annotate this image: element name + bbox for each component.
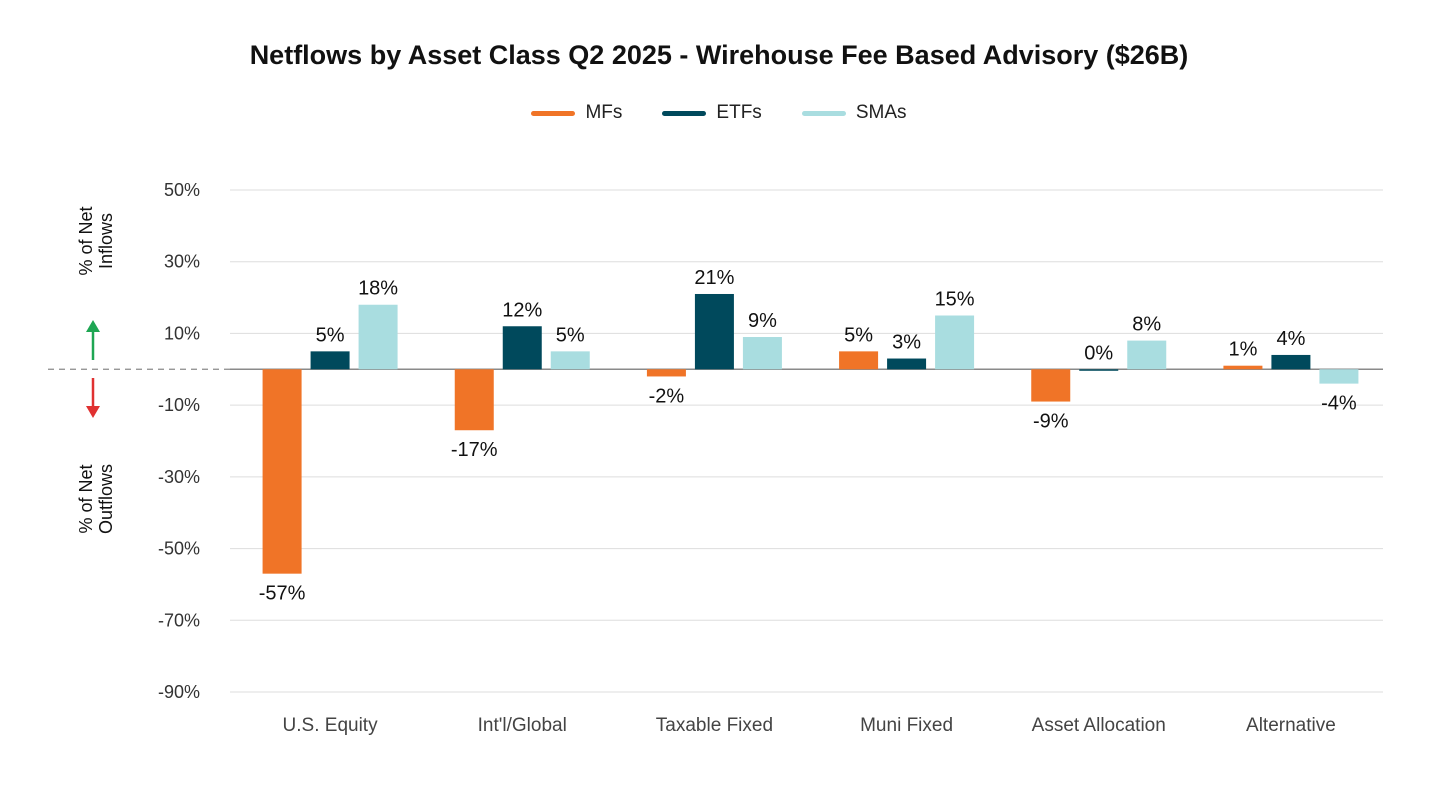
legend-label: ETFs (716, 102, 762, 123)
outflows-axis-label-line: Outflows (96, 464, 116, 534)
bar-mfs-1 (454, 369, 494, 431)
x-category-label: Taxable Fixed (656, 715, 773, 736)
outflows-axis-label-line: % of Net (76, 464, 96, 533)
inflow-arrow-icon (86, 320, 100, 332)
bar-etfs-2 (694, 293, 734, 370)
bar-smas-3 (935, 315, 975, 370)
data-label: 5% (556, 324, 585, 346)
bar-etfs-5 (1271, 354, 1311, 370)
y-tick-label: -10% (158, 395, 200, 415)
y-tick-label: 50% (164, 180, 200, 200)
y-tick-label: -90% (158, 682, 200, 702)
bar-mfs-3 (839, 351, 879, 370)
chart-title: Netflows by Asset Class Q2 2025 - Wireho… (249, 40, 1189, 70)
data-label: 1% (1228, 339, 1257, 361)
bar-smas-5 (1319, 369, 1359, 384)
bar-mfs-0 (262, 369, 302, 574)
bar-etfs-0 (310, 351, 350, 370)
legend-label: SMAs (855, 102, 907, 123)
legend-item-smas: SMAs (801, 102, 907, 124)
data-label: 21% (694, 267, 734, 289)
bar-smas-2 (742, 337, 782, 370)
legend-swatch (531, 110, 576, 116)
x-category-label: Muni Fixed (860, 715, 953, 736)
x-category-label: U.S. Equity (283, 715, 379, 736)
bar-smas-1 (550, 351, 590, 370)
data-label: 18% (358, 278, 398, 300)
inflows-axis-label-line: Inflows (96, 213, 116, 269)
bar-smas-0 (358, 304, 398, 370)
data-label: -17% (451, 439, 498, 461)
outflow-arrow-icon (86, 406, 100, 418)
data-label: 3% (892, 332, 921, 354)
data-label: 8% (1132, 314, 1161, 336)
legend-swatch (662, 110, 707, 116)
bar-mfs-5 (1223, 365, 1263, 370)
bar-mfs-4 (1031, 369, 1071, 402)
data-label: -2% (649, 385, 685, 407)
x-category-label: Asset Allocation (1032, 715, 1166, 736)
data-label: 5% (316, 324, 345, 346)
data-label: 4% (1276, 328, 1305, 350)
x-category-label: Int'l/Global (478, 715, 567, 736)
data-label: 0% (1084, 342, 1113, 364)
bar-etfs-3 (887, 358, 927, 370)
data-label: -57% (259, 583, 306, 605)
bar-smas-4 (1127, 340, 1167, 370)
outflows-axis-label: % of NetOutflows (76, 464, 116, 534)
legend-item-etfs: ETFs (662, 102, 762, 124)
y-tick-label: -70% (158, 610, 200, 630)
y-tick-label: -30% (158, 467, 200, 487)
x-category-label: Alternative (1246, 715, 1336, 736)
bar-etfs-4 (1079, 369, 1119, 371)
bar-mfs-2 (646, 369, 686, 377)
y-tick-label: -50% (158, 539, 200, 559)
data-label: -9% (1033, 411, 1069, 433)
bar-etfs-1 (502, 326, 542, 370)
y-tick-label: 10% (164, 323, 200, 343)
y-tick-label: 30% (164, 252, 200, 272)
legend: MFs ETFs SMAs (0, 102, 1438, 124)
data-label: 15% (935, 289, 975, 311)
inflows-axis-label-line: % of Net (76, 206, 96, 275)
data-label: 9% (748, 310, 777, 332)
legend-label: MFs (585, 102, 623, 123)
data-label: 12% (502, 299, 542, 321)
legend-swatch (801, 110, 846, 116)
inflows-axis-label: % of NetInflows (76, 206, 116, 275)
data-label: 5% (844, 324, 873, 346)
legend-item-mfs: MFs (531, 102, 622, 124)
data-label: -4% (1321, 393, 1357, 415)
